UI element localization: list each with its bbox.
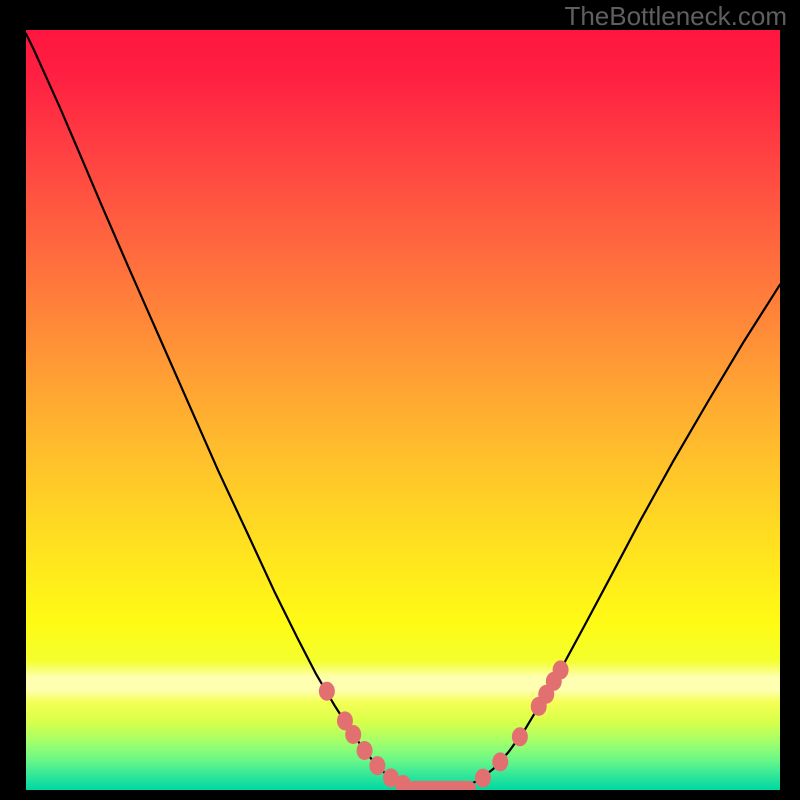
marker-right-6 bbox=[553, 660, 569, 679]
marker-right-0 bbox=[475, 769, 491, 788]
bottleneck-curve bbox=[26, 34, 780, 790]
watermark-label: TheBottleneck.com bbox=[564, 1, 787, 32]
marker-left-2 bbox=[345, 725, 361, 744]
curve-layer bbox=[26, 30, 780, 790]
marker-left-3 bbox=[357, 741, 373, 760]
marker-right-1 bbox=[492, 752, 508, 771]
marker-bottom-band bbox=[407, 781, 476, 790]
marker-left-0 bbox=[319, 682, 335, 701]
marker-right-2 bbox=[512, 727, 528, 746]
marker-left-4 bbox=[369, 756, 385, 775]
chart-container: TheBottleneck.com bbox=[0, 0, 800, 800]
